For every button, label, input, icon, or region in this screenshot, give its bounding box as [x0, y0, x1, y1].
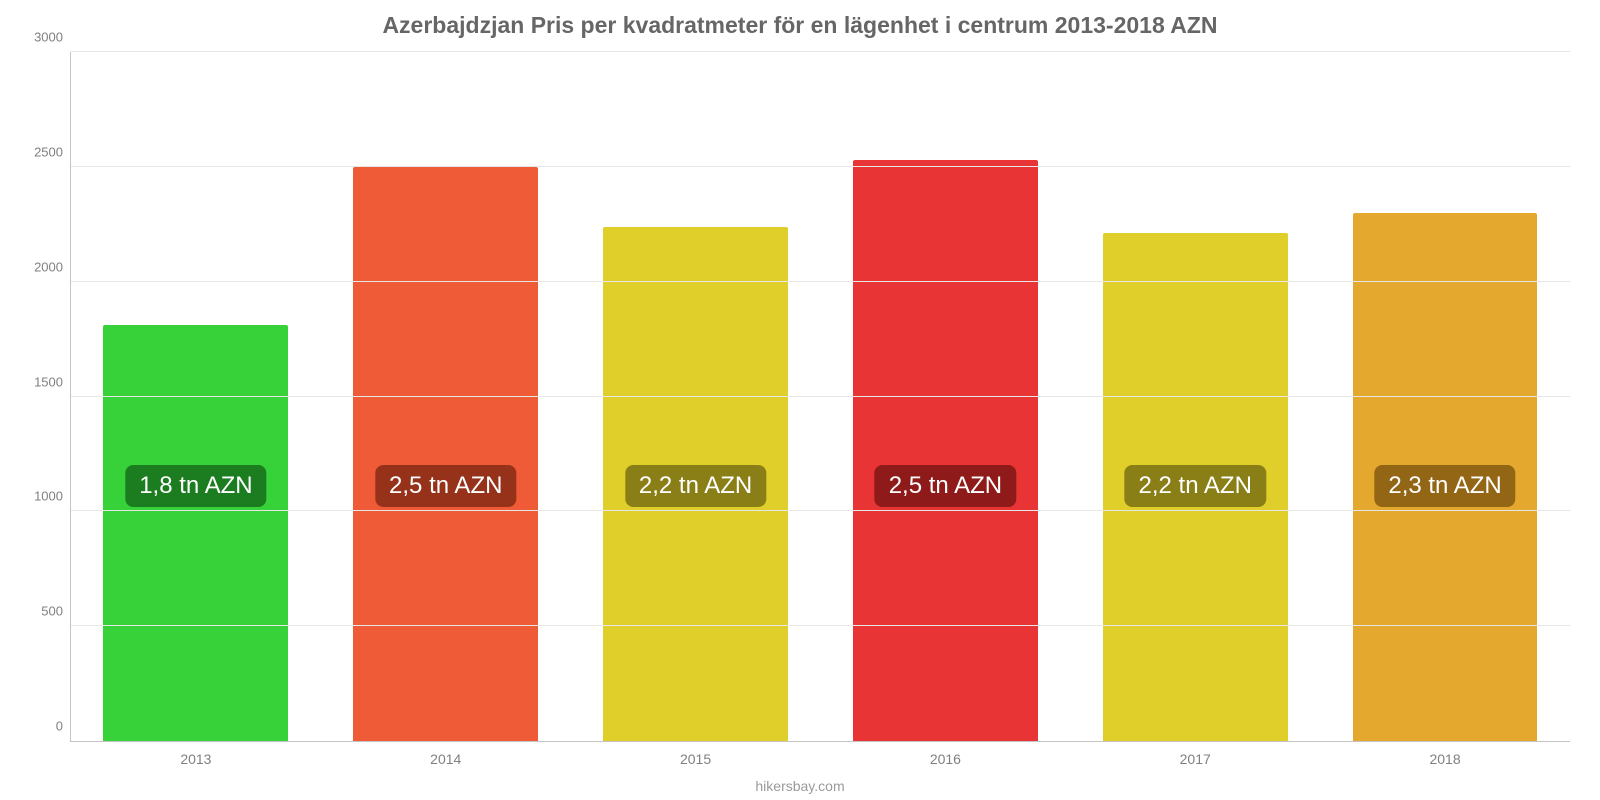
bar-slot: 2,3 tn AZN2018: [1320, 52, 1570, 741]
bar-value-badge: 2,5 tn AZN: [375, 465, 516, 507]
x-axis-tick: 2016: [930, 751, 961, 767]
bar-value-badge: 2,3 tn AZN: [1374, 465, 1515, 507]
bar-slot: 2,2 tn AZN2017: [1070, 52, 1320, 741]
bar-slot: 1,8 tn AZN2013: [71, 52, 321, 741]
bar-slot: 2,5 tn AZN2016: [820, 52, 1070, 741]
grid-line: [71, 281, 1570, 282]
y-axis-tick: 3000: [19, 30, 63, 45]
chart-source: hikersbay.com: [0, 778, 1600, 794]
y-axis-tick: 2000: [19, 259, 63, 274]
bar-slot: 2,5 tn AZN2014: [321, 52, 571, 741]
bar-slot: 2,2 tn AZN2015: [571, 52, 821, 741]
x-axis-tick: 2018: [1429, 751, 1460, 767]
bar-value-badge: 2,5 tn AZN: [875, 465, 1016, 507]
grid-line: [71, 510, 1570, 511]
y-axis-tick: 1000: [19, 489, 63, 504]
grid-line: [71, 51, 1570, 52]
bar: 2,5 tn AZN: [353, 167, 538, 741]
grid-line: [71, 166, 1570, 167]
grid-line: [71, 625, 1570, 626]
x-axis-tick: 2017: [1180, 751, 1211, 767]
bar: 2,5 tn AZN: [853, 160, 1038, 741]
y-axis-tick: 2500: [19, 144, 63, 159]
x-axis-tick: 2013: [180, 751, 211, 767]
chart-title: Azerbajdzjan Pris per kvadratmeter för e…: [0, 0, 1600, 39]
bar-value-badge: 2,2 tn AZN: [625, 465, 766, 507]
grid-line: [71, 396, 1570, 397]
y-axis-tick: 500: [19, 604, 63, 619]
y-axis-tick: 1500: [19, 374, 63, 389]
bar: 2,2 tn AZN: [1103, 233, 1288, 741]
bar: 2,3 tn AZN: [1353, 213, 1538, 741]
bar-value-badge: 1,8 tn AZN: [125, 465, 266, 507]
bar-value-badge: 2,2 tn AZN: [1125, 465, 1266, 507]
y-axis-tick: 0: [19, 719, 63, 734]
bar: 1,8 tn AZN: [103, 325, 288, 741]
x-axis-tick: 2014: [430, 751, 461, 767]
x-axis-tick: 2015: [680, 751, 711, 767]
plot-area: 1,8 tn AZN20132,5 tn AZN20142,2 tn AZN20…: [70, 52, 1570, 742]
bar: 2,2 tn AZN: [603, 227, 788, 741]
bars-container: 1,8 tn AZN20132,5 tn AZN20142,2 tn AZN20…: [71, 52, 1570, 741]
bar-chart: Azerbajdzjan Pris per kvadratmeter för e…: [0, 0, 1600, 800]
